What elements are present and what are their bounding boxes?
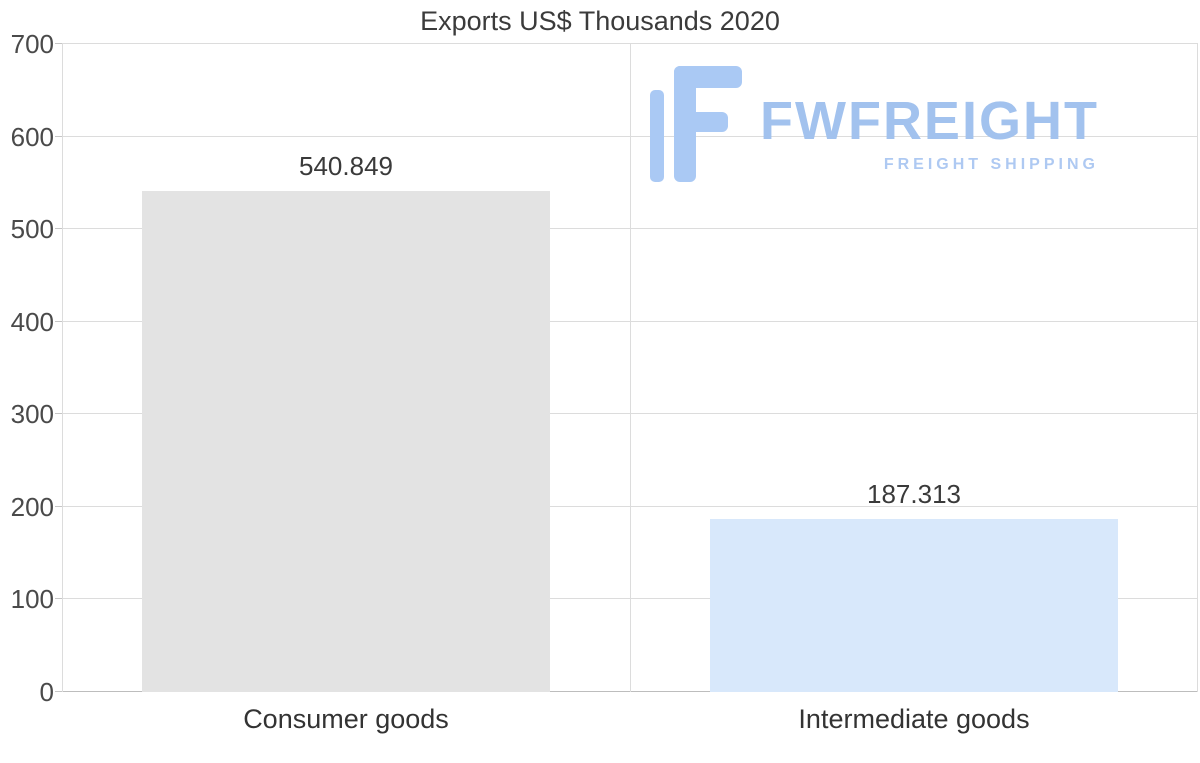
chart-title: Exports US$ Thousands 2020 bbox=[420, 6, 780, 36]
axis-tick-mark bbox=[55, 413, 62, 415]
axis-tick-mark bbox=[55, 228, 62, 230]
bar-value-label: 187.313 bbox=[867, 478, 961, 509]
category-label: Intermediate goods bbox=[798, 704, 1030, 734]
plot-area: 540.849 187.313 bbox=[55, 43, 1198, 692]
x-axis: Consumer goods Intermediate goods bbox=[62, 704, 1198, 735]
y-tick-label: 200 bbox=[10, 491, 54, 522]
gridline bbox=[62, 43, 1198, 44]
logo-tagline-text: FREIGHT SHIPPING bbox=[883, 156, 1099, 173]
bar-consumer-goods[interactable] bbox=[141, 191, 551, 692]
y-tick-label: 400 bbox=[10, 306, 54, 337]
logo-brand-text: FWFREIGHT bbox=[760, 91, 1099, 151]
bars: 540.849 187.313 bbox=[62, 44, 1198, 692]
y-tick-label: 100 bbox=[10, 584, 54, 615]
bar-slot: 187.313 bbox=[630, 44, 1198, 692]
category-label: Consumer goods bbox=[243, 704, 449, 734]
bar-slot: 540.849 bbox=[62, 44, 630, 692]
axis-tick-mark bbox=[55, 135, 62, 137]
fwfreight-logo-icon bbox=[650, 66, 742, 182]
watermark-logo: FWFREIGHT FREIGHT SHIPPING bbox=[650, 66, 1099, 182]
category-gridline bbox=[1197, 44, 1198, 692]
logo-text: FWFREIGHT FREIGHT SHIPPING bbox=[760, 94, 1099, 174]
y-tick-label: 500 bbox=[10, 214, 54, 245]
category-gridline bbox=[62, 44, 63, 692]
axis-tick-mark bbox=[55, 598, 62, 600]
bar-intermediate-goods[interactable] bbox=[709, 518, 1119, 692]
y-axis: 0 100 200 300 400 500 600 700 bbox=[0, 31, 54, 705]
y-tick-label: 300 bbox=[10, 399, 54, 430]
axis-tick-mark bbox=[55, 320, 62, 322]
y-tick-label: 600 bbox=[10, 121, 54, 152]
axis-tick-mark bbox=[55, 43, 62, 44]
category-gridline bbox=[630, 44, 631, 692]
axis-tick-mark bbox=[55, 691, 62, 692]
bar-value-label: 540.849 bbox=[299, 151, 393, 182]
axis-tick-mark bbox=[55, 505, 62, 507]
y-tick-label: 700 bbox=[10, 29, 54, 59]
y-tick-label: 0 bbox=[39, 677, 54, 707]
